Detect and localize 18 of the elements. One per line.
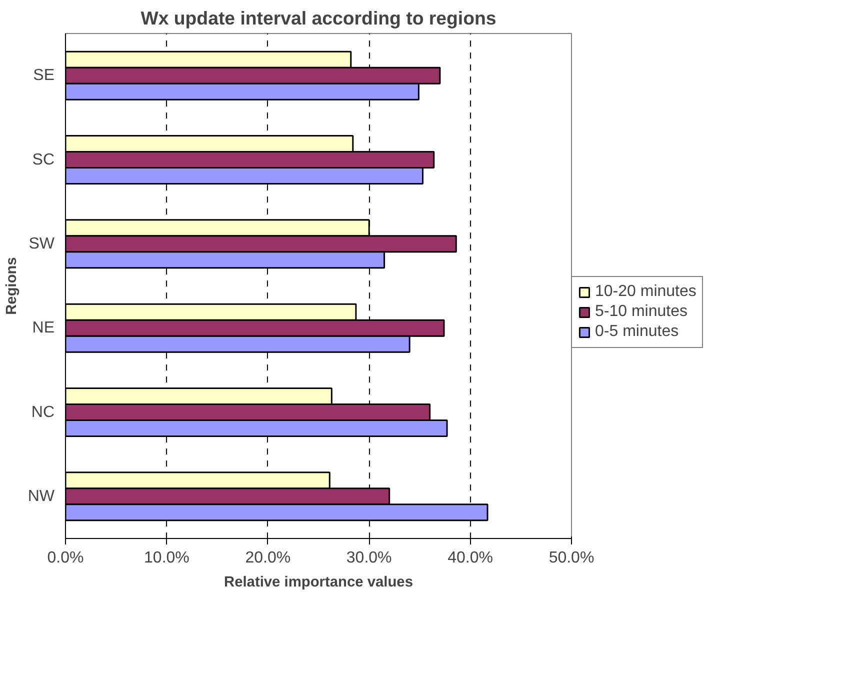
x-tick-label: 30.0% [346, 550, 392, 566]
y-tick-label: NW [28, 488, 56, 505]
x-tick-label: 40.0% [448, 550, 493, 566]
legend-label: 10-20 minutes [595, 283, 696, 301]
chart-title: Wx update interval according to regions [140, 8, 496, 28]
x-tick-label: 20.0% [245, 550, 291, 566]
x-tick-label: 0.0% [47, 550, 84, 566]
x-tick-label: 10.0% [144, 550, 190, 566]
y-tick-label: SW [28, 235, 56, 252]
x-tick-label: 50.0% [548, 550, 594, 566]
y-axis-title: Regions [4, 257, 20, 315]
x-axis-title: Relative importance values [224, 574, 414, 590]
y-tick-label: SC [32, 151, 55, 168]
y-tick-label: NC [31, 404, 54, 421]
legend-label: 0-5 minutes [595, 323, 679, 341]
y-tick-label: NE [32, 320, 55, 337]
legend-label: 5-10 minutes [595, 303, 688, 321]
y-tick-label: SE [33, 67, 54, 84]
